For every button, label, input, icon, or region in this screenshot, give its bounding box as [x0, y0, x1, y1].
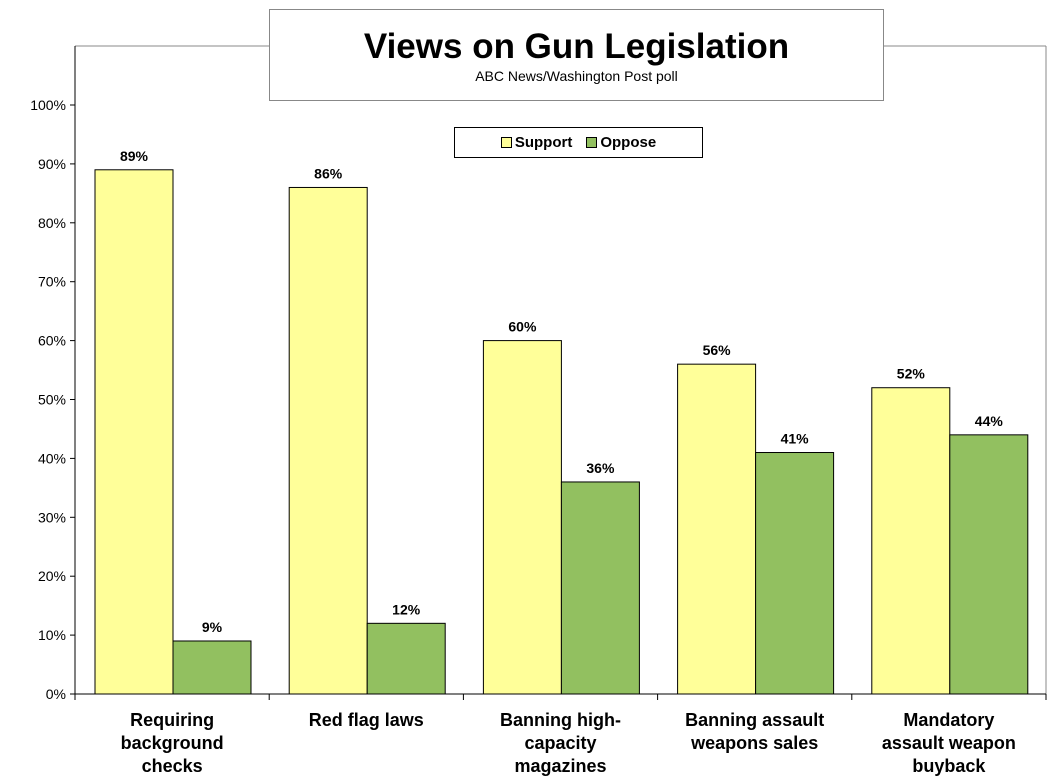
data-label-support: 89% — [120, 148, 149, 164]
legend-swatch-oppose — [586, 137, 598, 148]
category-label: Mandatory — [903, 710, 994, 730]
bar-support — [482, 340, 562, 695]
y-tick-label: 50% — [38, 392, 66, 408]
data-label-oppose: 36% — [586, 460, 615, 476]
category-label: Red flag laws — [309, 710, 424, 730]
bar-support — [94, 169, 174, 695]
data-label-oppose: 12% — [392, 601, 421, 617]
data-label-support: 52% — [897, 366, 926, 382]
y-tick-label: 40% — [38, 450, 66, 466]
legend-item-support: Support — [500, 134, 573, 151]
y-tick-label: 90% — [38, 156, 66, 172]
category-label: Banning high- — [500, 710, 621, 730]
y-tick-label: 10% — [38, 627, 66, 643]
legend-swatch-support — [500, 137, 512, 148]
bar-support — [677, 363, 757, 695]
category-label: capacity — [524, 733, 596, 753]
legend-label-support: Support — [514, 134, 573, 151]
category-label: buyback — [912, 756, 986, 776]
category-label: checks — [142, 756, 203, 776]
bar-support — [871, 387, 951, 695]
y-tick-label: 100% — [30, 97, 66, 113]
bar-oppose — [172, 640, 252, 695]
y-tick-label: 30% — [38, 509, 66, 525]
bar-oppose — [366, 622, 446, 695]
bar-oppose — [755, 452, 835, 695]
legend-item-oppose: Oppose — [586, 134, 656, 151]
bar-oppose — [949, 434, 1029, 695]
y-tick-label: 70% — [38, 274, 66, 290]
category-label: Banning assault — [685, 710, 824, 730]
data-label-support: 86% — [314, 165, 343, 181]
y-tick-label: 20% — [38, 568, 66, 584]
chart-title-box: Views on Gun Legislation ABC News/Washin… — [269, 9, 884, 101]
legend: Support Oppose — [454, 127, 703, 158]
data-label-oppose: 9% — [202, 619, 223, 635]
category-label: assault weapon — [882, 733, 1016, 753]
y-tick-label: 80% — [38, 215, 66, 231]
data-label-oppose: 44% — [975, 413, 1004, 429]
data-label-support: 56% — [703, 342, 732, 358]
bar-oppose — [560, 481, 640, 695]
chart-subtitle: ABC News/Washington Post poll — [475, 68, 678, 84]
category-label: Requiring — [130, 710, 214, 730]
category-label: magazines — [514, 756, 606, 776]
category-label: weapons sales — [690, 733, 818, 753]
data-label-support: 60% — [508, 319, 537, 335]
data-label-oppose: 41% — [781, 431, 810, 447]
category-label: background — [121, 733, 224, 753]
chart-title: Views on Gun Legislation — [363, 27, 790, 66]
legend-label-oppose: Oppose — [600, 134, 657, 151]
y-tick-label: 0% — [46, 686, 66, 702]
bar-support — [288, 186, 368, 695]
y-tick-label: 60% — [38, 333, 66, 349]
